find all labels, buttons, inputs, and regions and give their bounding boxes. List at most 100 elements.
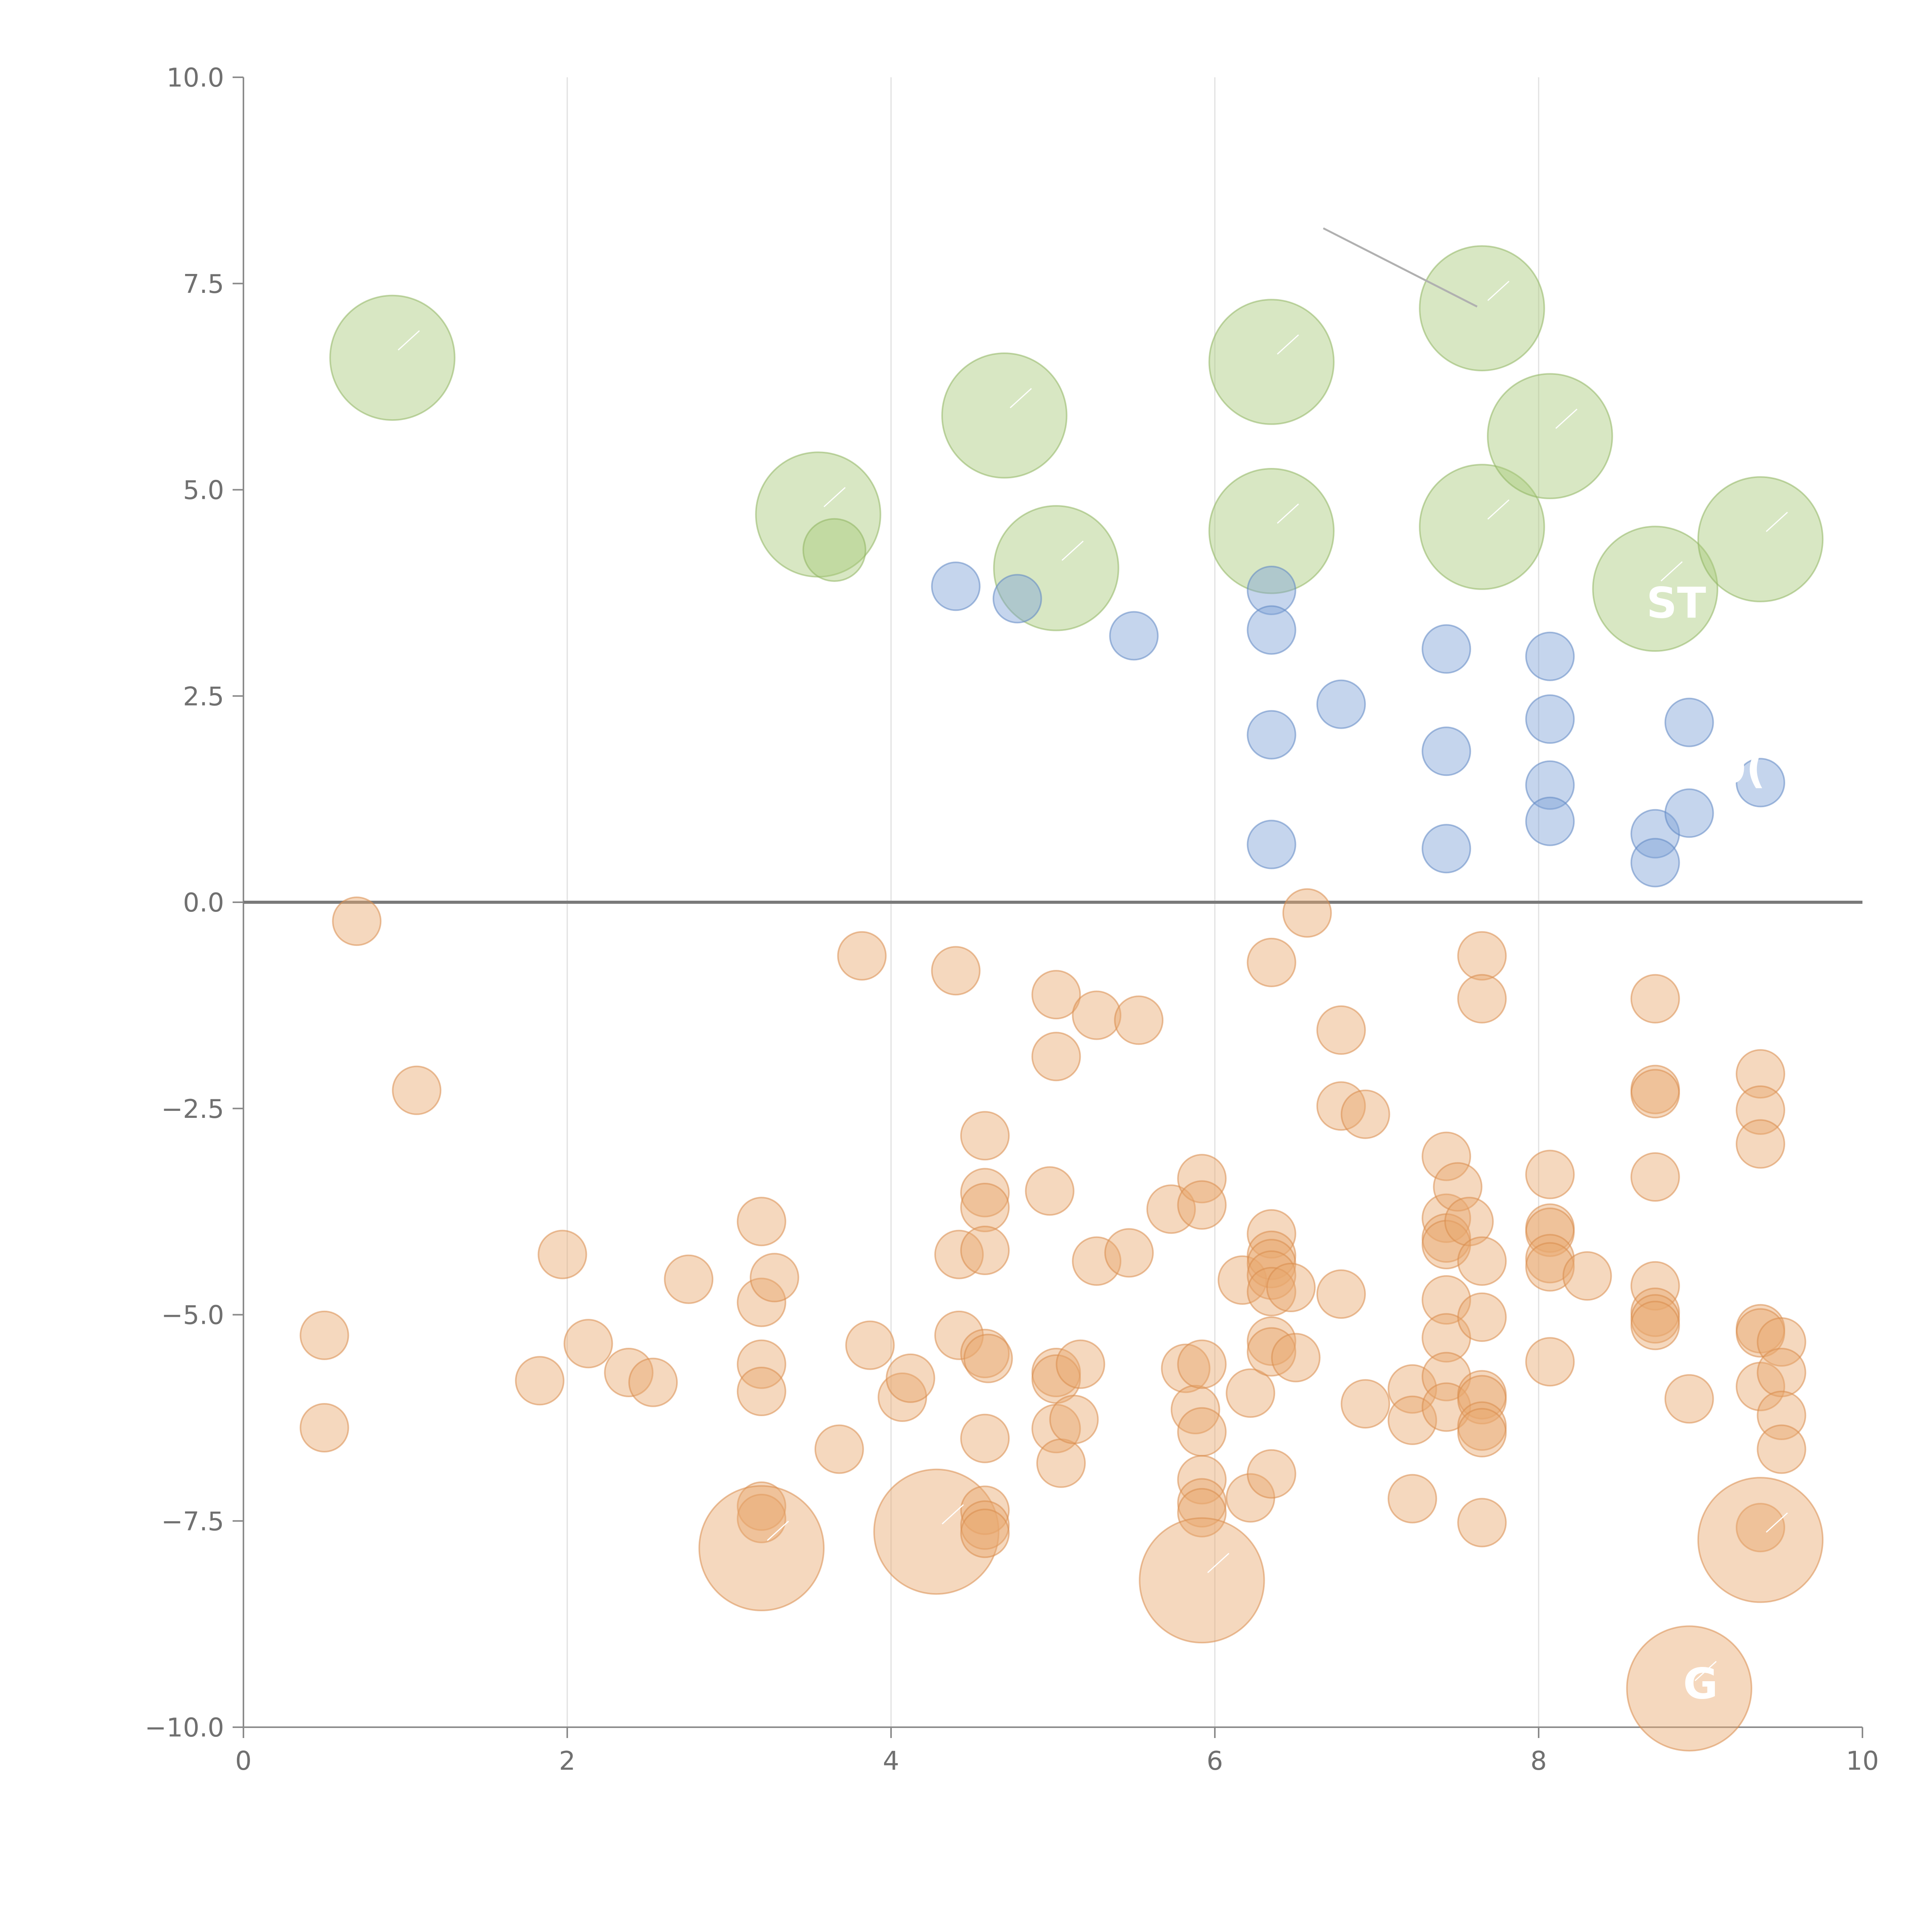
orange-point <box>1226 1368 1276 1418</box>
y-tick-label: 5.0 <box>183 475 224 505</box>
orange-point <box>299 1310 349 1360</box>
blue-point <box>1525 694 1575 744</box>
orange-point <box>837 931 887 981</box>
orange-point <box>1525 1208 1575 1257</box>
orange-point <box>1664 1374 1714 1424</box>
orange-point <box>931 946 981 996</box>
x-tick-label: 6 <box>1207 1746 1223 1776</box>
orange-point <box>1757 1390 1806 1440</box>
green-point <box>802 518 866 582</box>
x-tick-label: 10 <box>1846 1746 1879 1776</box>
orange-point <box>1444 1197 1494 1247</box>
blue-point <box>1109 611 1159 661</box>
orange-point <box>1146 1184 1196 1234</box>
orange-point <box>1736 1049 1786 1099</box>
orange-point <box>1177 1154 1227 1204</box>
orange-point <box>1630 1294 1680 1344</box>
orange-point <box>1177 1407 1227 1457</box>
orange-point <box>934 1230 984 1279</box>
orange-point <box>1247 1449 1296 1499</box>
orange-point <box>299 1403 349 1452</box>
leader-line <box>1487 499 1510 520</box>
y-tick-label: 0.0 <box>183 888 224 918</box>
orange-point <box>1049 1395 1099 1444</box>
orange-point <box>736 1493 786 1543</box>
orange-point <box>1340 1379 1390 1429</box>
blue-point <box>1664 697 1714 747</box>
orange-point <box>814 1424 864 1474</box>
orange-point <box>960 1413 1010 1463</box>
leader-line <box>767 1520 789 1541</box>
orange-point <box>1433 1162 1483 1212</box>
orange-point <box>1036 1438 1086 1488</box>
orange-point <box>960 1168 1010 1218</box>
orange-point <box>1177 1488 1227 1537</box>
orange-point <box>664 1254 714 1304</box>
green-point <box>1419 245 1545 371</box>
x-tick-label: 2 <box>559 1746 576 1776</box>
blue-point <box>1630 838 1680 888</box>
orange-point <box>736 1197 786 1247</box>
x-tick-label: 4 <box>883 1746 900 1776</box>
leader-line <box>1766 1512 1788 1533</box>
leader-line <box>398 330 420 351</box>
green-point <box>329 294 456 421</box>
orange-point <box>1525 1337 1575 1387</box>
orange-point <box>1114 995 1164 1045</box>
orange-point <box>1266 1263 1316 1313</box>
x-tick-label: 0 <box>235 1746 252 1776</box>
orange-point <box>1170 1385 1220 1435</box>
orange-point <box>1247 937 1296 987</box>
green-point <box>1487 373 1613 499</box>
blue-point <box>1247 565 1296 615</box>
orange-point <box>960 1485 1010 1535</box>
orange-point <box>1525 1150 1575 1199</box>
blue-point <box>1247 710 1296 760</box>
orange-point <box>1757 1347 1806 1397</box>
orange-point <box>960 1111 1010 1161</box>
blue-point <box>1664 788 1714 838</box>
y-tick-label: 7.5 <box>183 269 224 299</box>
green-point <box>1592 526 1718 652</box>
orange-point <box>1316 1005 1366 1055</box>
orange-point <box>1247 1250 1296 1300</box>
orange-point <box>1247 1316 1296 1366</box>
orange-point <box>736 1339 786 1389</box>
orange-point <box>750 1253 799 1303</box>
leader-line <box>1061 541 1084 561</box>
orange-point <box>1340 1089 1390 1139</box>
orange-point <box>1457 974 1507 1024</box>
orange-point <box>1736 1119 1786 1169</box>
orange-point <box>1630 1069 1680 1119</box>
orange-point <box>1388 1364 1437 1414</box>
orange-point <box>960 1328 1010 1378</box>
orange-point <box>845 1320 895 1370</box>
leader-line <box>1207 1553 1230 1573</box>
y-tick-label: −7.5 <box>161 1506 224 1536</box>
orange-point <box>1630 1152 1680 1202</box>
orange-point <box>1177 1339 1227 1389</box>
orange-point <box>1247 1327 1296 1377</box>
blue-point <box>1316 679 1366 729</box>
y-tick-label: 2.5 <box>183 681 224 711</box>
green-point <box>1697 476 1824 602</box>
orange-point <box>1736 1503 1786 1553</box>
orange-point <box>1031 1032 1081 1082</box>
orange-point <box>1247 1267 1296 1316</box>
orange-point <box>963 1333 1013 1383</box>
green-point <box>993 505 1119 631</box>
orange-point <box>1247 1209 1296 1259</box>
orange-point <box>873 1468 1000 1595</box>
green-point <box>1419 464 1545 590</box>
points-layer <box>299 245 1824 1752</box>
blue-point <box>1247 820 1296 869</box>
orange-point <box>698 1485 825 1611</box>
orange-point <box>1388 1395 1437 1445</box>
orange-point <box>1457 1498 1507 1548</box>
orange-point <box>1072 990 1122 1040</box>
y-tick-label: 10.0 <box>167 63 224 93</box>
orange-point <box>1757 1424 1806 1474</box>
orange-point <box>1316 1269 1366 1319</box>
orange-point <box>736 1277 786 1327</box>
y-tick-label: −5.0 <box>161 1300 224 1330</box>
